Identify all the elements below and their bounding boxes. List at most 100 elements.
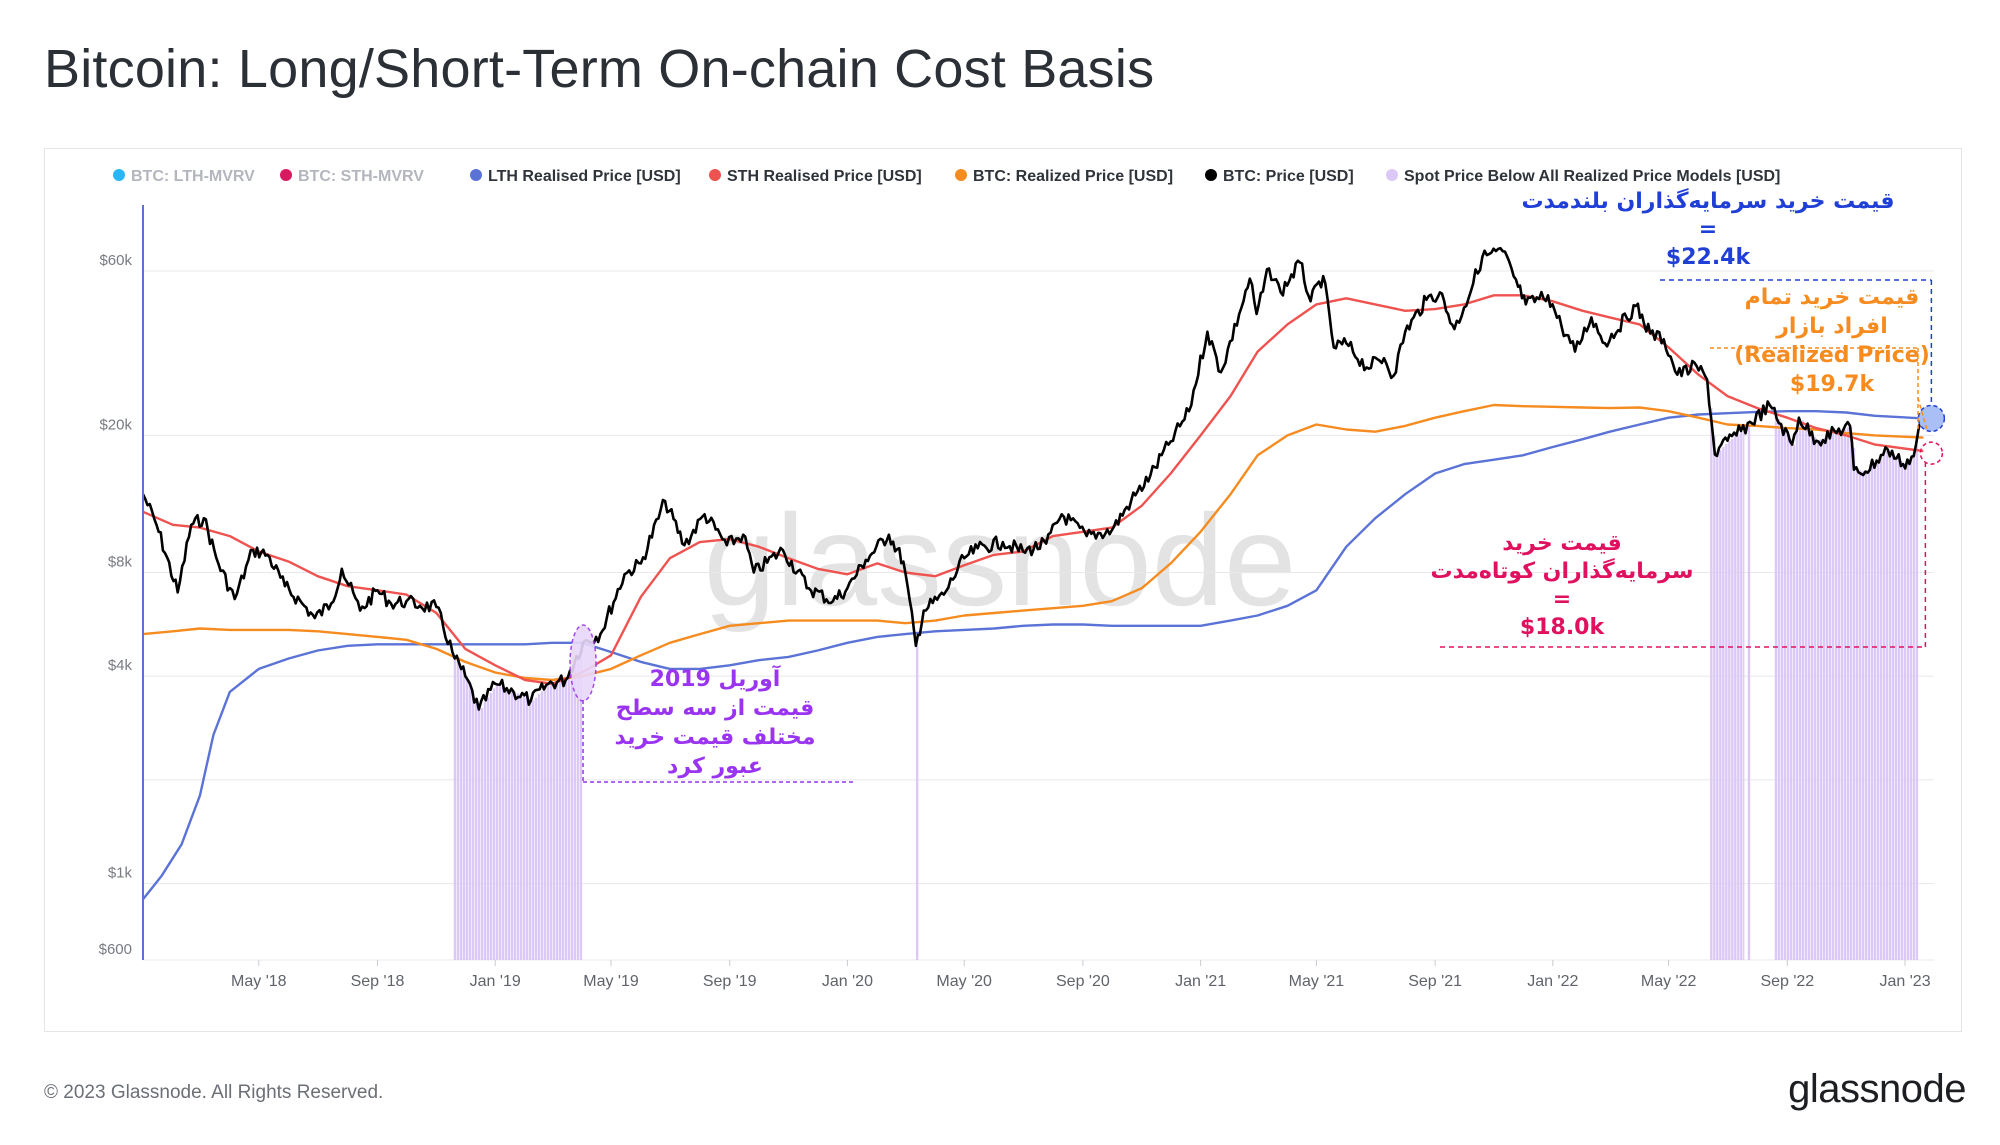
watermark-text: glassnode (704, 487, 1297, 633)
below-all-bar (1885, 451, 1889, 960)
below-all-bar (1734, 436, 1737, 960)
below-all-bar (1843, 428, 1847, 960)
y-tick-label: $1k (108, 865, 133, 882)
below-all-bar (516, 693, 520, 960)
below-all-bar (531, 700, 535, 960)
legend-item-label[interactable]: Spot Price Below All Realized Price Mode… (1404, 168, 1780, 185)
below-all-bar (471, 690, 475, 960)
below-all-bar (1719, 450, 1722, 960)
below-all-bar (1867, 469, 1871, 960)
below-all-bar (1786, 434, 1790, 961)
x-tick-label: Jan '19 (470, 973, 521, 990)
x-tick-label: Jan '23 (1880, 973, 1931, 990)
legend-item-label[interactable]: STH Realised Price [USD] (727, 168, 922, 185)
y-axis: $600 $1k $4k $8k $20k $60k (99, 205, 144, 960)
below-all-bar (1731, 438, 1734, 960)
below-all-bar (1849, 426, 1853, 961)
lth-annotation-line1: قیمت خرید سرمایه‌گذاران بلندمدت (1521, 187, 1894, 214)
below-all-bar (507, 688, 511, 960)
sth-annotation-line2: سرمایه‌گذاران کوتاه‌مدت (1430, 557, 1693, 584)
below-all-bar (540, 691, 544, 960)
below-all-bar (561, 681, 565, 960)
legend-item-label[interactable]: BTC: Realized Price [USD] (973, 168, 1173, 185)
x-tick-label: Sep '21 (1408, 973, 1462, 990)
below-all-bar (456, 661, 460, 960)
below-all-bar (546, 685, 550, 960)
below-all-bar (1828, 435, 1832, 960)
legend-item-label[interactable]: BTC: STH-MVRV (298, 168, 424, 185)
april-annotation-line3: مختلف قیمت خرید (615, 725, 816, 750)
below-all-bar (522, 696, 526, 960)
below-all-bar (1792, 444, 1796, 960)
below-all-bar (1873, 463, 1877, 960)
below-all-bar (492, 688, 496, 960)
x-tick-label: May '21 (1289, 973, 1345, 990)
legend-item-label[interactable]: BTC: LTH-MVRV (131, 168, 255, 185)
april-annotation-line1: آوریل 2019 (650, 664, 781, 692)
below-all-bar (1846, 427, 1850, 960)
below-all-bar (474, 697, 478, 960)
y-tick-label: $8k (108, 553, 133, 570)
x-tick-label: Sep '22 (1760, 973, 1814, 990)
below-all-bar (1813, 436, 1817, 960)
below-all-bar (486, 697, 490, 960)
below-all-bar (1894, 455, 1898, 960)
below-all-bar (1915, 445, 1919, 960)
series-lines (141, 246, 1925, 901)
legend-item-label[interactable]: LTH Realised Price [USD] (488, 168, 681, 185)
below-all-bar (1855, 469, 1859, 960)
x-tick-label: Sep '19 (703, 973, 757, 990)
below-all-bar (468, 683, 472, 960)
legend-swatch (1386, 169, 1398, 181)
legend-swatch (709, 169, 721, 181)
x-tick-label: May '22 (1641, 973, 1697, 990)
below-all-bar (513, 691, 517, 960)
below-all-bar (525, 697, 529, 960)
realized-annotation-value: $19.7k (1790, 372, 1876, 397)
below-all-bar (459, 666, 463, 960)
legend-item-label[interactable]: BTC: Price [USD] (1223, 168, 1354, 185)
below-all-bar (483, 701, 487, 960)
sth-annotation-value: $18.0k (1520, 615, 1606, 640)
below-all-bar (519, 694, 523, 960)
sth-annotation-line3: = (1553, 587, 1571, 612)
legend-swatch (1205, 169, 1217, 181)
below-all-bar (1891, 453, 1895, 960)
series-line-lth (142, 410, 1924, 901)
y-tick-label: $600 (99, 941, 132, 958)
below-all-bar (573, 663, 577, 960)
lth-marker (1917, 404, 1946, 433)
below-all-bar (1864, 471, 1868, 960)
below-all-bar (1780, 424, 1784, 960)
below-all-bar (1903, 464, 1907, 960)
below-all-bar (1804, 425, 1808, 960)
legend: BTC: LTH-MVRV BTC: STH-MVRV LTH Realised P… (113, 168, 1780, 185)
lth-annotation-value: $22.4k (1666, 245, 1752, 270)
below-all-bar (480, 708, 484, 960)
below-all-bar (1834, 432, 1838, 960)
april-annotation-line2: قیمت از سه سطح (616, 696, 815, 721)
realized-guide-diag (1917, 397, 1929, 432)
below-all-bar (1870, 466, 1874, 960)
below-all-bands (453, 407, 1919, 961)
below-all-bar (1725, 443, 1728, 960)
below-all-bar (453, 655, 457, 960)
x-tick-label: May '20 (936, 973, 992, 990)
below-all-bar (1783, 429, 1787, 960)
below-all-bar (1710, 407, 1713, 960)
y-tick-label: $60k (99, 252, 132, 269)
below-all-bar (504, 687, 508, 960)
below-all-bar (1798, 421, 1802, 960)
below-all-bar (1716, 453, 1719, 960)
brand-logo: glassnode (1788, 1067, 1966, 1111)
grid (143, 270, 1934, 961)
below-all-bar (1728, 440, 1731, 960)
below-all-bar (1747, 425, 1751, 960)
realized-annotation-line2: افراد بازار (1775, 314, 1888, 339)
below-all-bar (462, 671, 466, 960)
below-all-bar (1909, 459, 1913, 960)
chart-frame (44, 148, 1962, 1032)
below-all-bar (1879, 458, 1883, 960)
sth-marker (1919, 441, 1944, 465)
below-all-bar (1837, 431, 1841, 960)
